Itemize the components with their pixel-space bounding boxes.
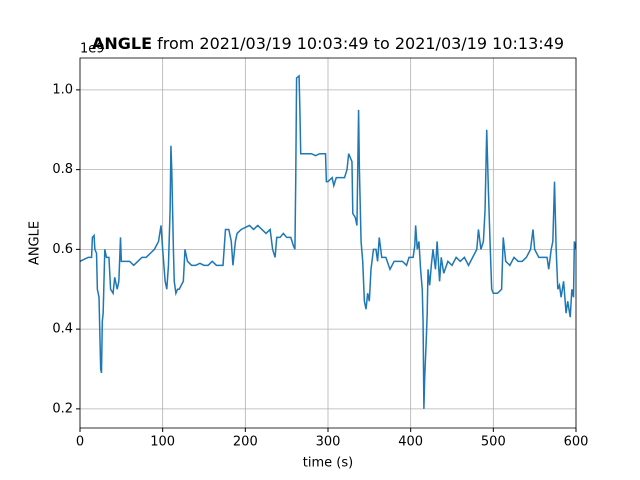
x-tick-label: 300 [316,435,341,450]
chart-title: ANGLE from 2021/03/19 10:03:49 to 2021/0… [92,34,564,53]
offset-text: 1e9 [80,42,105,57]
y-tick-label: 0.4 [52,322,73,337]
data-line [80,74,576,409]
y-tick-label: 0.8 [52,162,73,177]
x-tick-label: 600 [564,435,589,450]
x-tick-label: 500 [481,435,506,450]
x-tick-label: 100 [150,435,175,450]
y-tick-label: 0.2 [52,401,73,416]
y-tick-label: 0.6 [52,242,73,257]
y-tick-label: 1.0 [52,82,73,97]
x-axis-label: time (s) [303,456,353,471]
title-rest: from 2021/03/19 10:03:49 to 2021/03/19 1… [157,34,564,53]
plot-frame [79,57,577,429]
y-axis-label: ANGLE [28,221,43,265]
x-tick-label: 400 [398,435,423,450]
title-bold: ANGLE [92,34,152,53]
x-tick-label: 0 [76,435,84,450]
x-tick-label: 200 [233,435,258,450]
